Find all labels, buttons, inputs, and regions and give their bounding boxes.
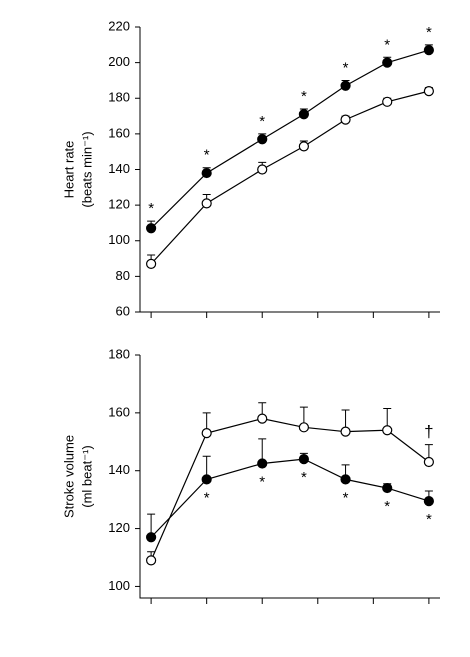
data-point (382, 425, 393, 436)
data-point (340, 426, 351, 437)
y-tick-label: 180 (108, 346, 130, 361)
y-tick-label: 120 (108, 520, 130, 535)
data-point (340, 80, 351, 91)
y-tick-label: 160 (108, 125, 130, 140)
data-point (423, 495, 434, 507)
y-tick-label: 140 (108, 161, 130, 176)
data-point (201, 167, 212, 179)
significance-marker: * (301, 469, 307, 486)
data-point (146, 532, 157, 543)
significance-marker: * (384, 36, 390, 53)
significance-marker: * (426, 511, 432, 528)
y-tick-label: 140 (108, 462, 130, 477)
data-point (298, 422, 309, 433)
y-tick-label: 120 (108, 197, 130, 212)
significance-marker: † (424, 422, 433, 441)
data-point (423, 45, 434, 56)
y-axis-label: Stroke volume (61, 435, 76, 518)
data-point (201, 198, 212, 209)
y-axis-unit: (ml beat⁻¹) (79, 445, 94, 507)
data-point (146, 258, 157, 270)
series-line (150, 90, 430, 265)
significance-marker: * (259, 113, 265, 130)
y-tick-label: 80 (116, 268, 130, 283)
y-tick-label: 180 (108, 90, 130, 105)
data-point (423, 456, 434, 468)
data-point (201, 428, 212, 439)
y-axis-label: Heart rate (61, 141, 76, 199)
data-point (298, 109, 309, 120)
significance-marker: * (204, 147, 210, 164)
significance-marker: * (343, 489, 349, 506)
data-point (201, 474, 212, 485)
y-tick-label: 100 (108, 578, 130, 593)
y-tick-label: 160 (108, 404, 130, 419)
y-tick-label: 220 (108, 18, 130, 33)
data-point (298, 141, 309, 152)
data-point (146, 555, 157, 566)
data-point (257, 134, 268, 145)
data-point (257, 458, 268, 469)
significance-marker: * (384, 498, 390, 515)
significance-marker: * (204, 489, 210, 506)
data-point (146, 223, 157, 234)
data-point (382, 57, 393, 68)
data-point (340, 114, 351, 125)
y-tick-label: 100 (108, 232, 130, 247)
significance-marker: * (259, 473, 265, 490)
y-axis-unit: (beats min⁻¹) (79, 131, 94, 207)
data-point (423, 86, 434, 97)
significance-marker: * (426, 24, 432, 41)
data-point (298, 454, 309, 465)
series-line (150, 49, 430, 229)
y-tick-label: 60 (116, 303, 130, 318)
data-point (382, 482, 393, 494)
data-point (340, 474, 351, 485)
significance-marker: * (343, 59, 349, 76)
significance-marker: * (148, 200, 154, 217)
data-point (382, 96, 393, 107)
data-point (257, 164, 268, 175)
significance-marker: * (301, 88, 307, 105)
y-tick-label: 200 (108, 54, 130, 69)
data-point (257, 413, 268, 424)
